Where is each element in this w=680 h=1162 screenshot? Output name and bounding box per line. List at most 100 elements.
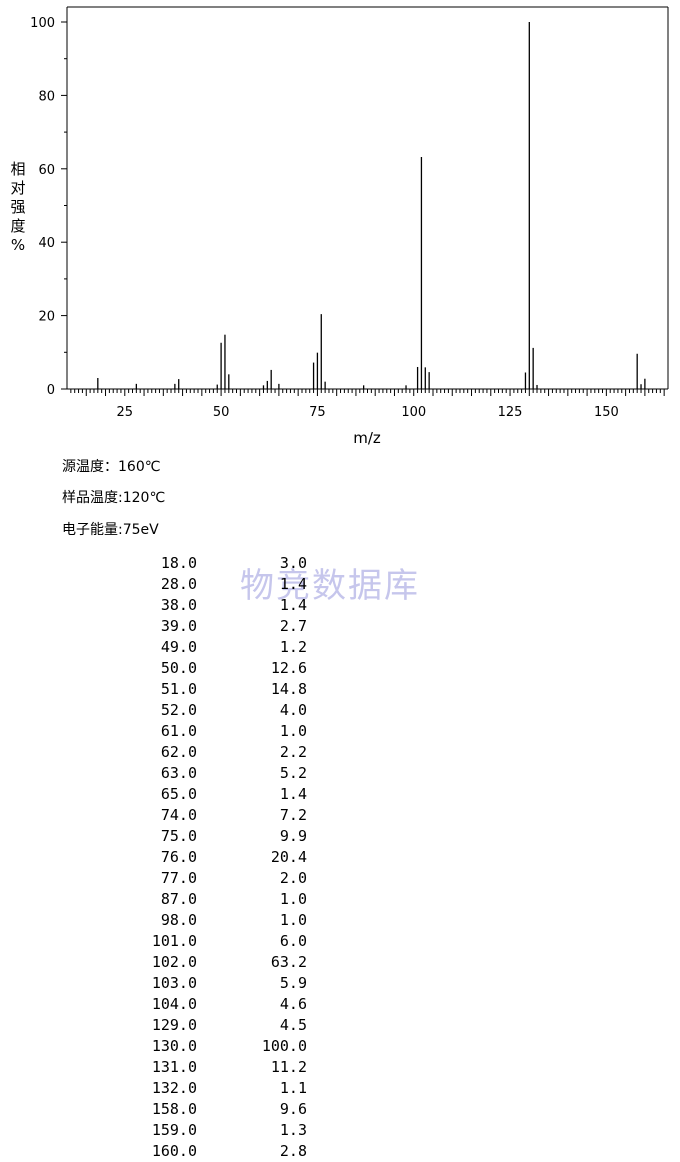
table-row: 39.0 2.7: [100, 616, 307, 637]
table-row: 158.0 9.6: [100, 1099, 307, 1120]
table-row: 75.0 9.9: [100, 826, 307, 847]
abundance-value: 20.4: [270, 848, 307, 866]
table-row: 130.0 100.0: [100, 1036, 307, 1057]
abundance-value: 2.0: [279, 869, 307, 887]
table-row: 160.0 2.8: [100, 1141, 307, 1162]
table-row: 129.0 4.5: [100, 1015, 307, 1036]
y-tick-label: 80: [38, 89, 55, 104]
x-tick-label: 50: [213, 405, 230, 420]
x-tick-label: 150: [594, 405, 619, 420]
table-row: 76.0 20.4: [100, 847, 307, 868]
y-axis-label: 相对强度%: [10, 160, 25, 254]
mz-value: 129.0: [151, 1016, 197, 1034]
table-row: 18.0 3.0: [100, 553, 307, 574]
x-axis: 25 50 75 100 125 150: [70, 389, 665, 420]
abundance-value: 14.8: [270, 680, 307, 698]
table-row: 132.0 1.1: [100, 1078, 307, 1099]
mz-value: 130.0: [151, 1037, 197, 1055]
abundance-value: 11.2: [270, 1058, 307, 1076]
abundance-value: 1.1: [279, 1079, 307, 1097]
mz-value: 63.0: [160, 764, 197, 782]
abundance-value: 12.6: [270, 659, 307, 677]
y-axis-label-char: 度: [10, 217, 25, 235]
mz-value: 158.0: [151, 1100, 197, 1118]
abundance-value: 2.7: [279, 617, 307, 635]
mz-value: 65.0: [160, 785, 197, 803]
table-row: 159.0 1.3: [100, 1120, 307, 1141]
mz-value: 131.0: [151, 1058, 197, 1076]
y-axis-label-char: 相: [10, 160, 25, 178]
table-row: 51.0 14.8: [100, 679, 307, 700]
mz-value: 101.0: [151, 932, 197, 950]
table-row: 74.0 7.2: [100, 805, 307, 826]
abundance-value: 9.9: [279, 827, 307, 845]
abundance-value: 9.6: [279, 1100, 307, 1118]
table-row: 38.0 1.4: [100, 595, 307, 616]
abundance-value: 5.2: [279, 764, 307, 782]
mz-value: 38.0: [160, 596, 197, 614]
mz-value: 160.0: [151, 1142, 197, 1160]
table-row: 102.0 63.2: [100, 952, 307, 973]
abundance-value: 1.0: [279, 722, 307, 740]
x-tick-label: 100: [401, 405, 426, 420]
abundance-value: 1.4: [279, 785, 307, 803]
mz-value: 98.0: [160, 911, 197, 929]
table-row: 98.0 1.0: [100, 910, 307, 931]
x-tick-label: 25: [117, 405, 134, 420]
y-axis-label-char: 强: [10, 198, 25, 216]
mz-value: 75.0: [160, 827, 197, 845]
abundance-value: 1.4: [279, 596, 307, 614]
y-tick-label: 40: [38, 236, 55, 251]
abundance-value: 1.4: [279, 575, 307, 593]
table-row: 104.0 4.6: [100, 994, 307, 1015]
y-axis-label-char: 对: [10, 179, 25, 197]
mz-value: 77.0: [160, 869, 197, 887]
table-row: 28.0 1.4: [100, 574, 307, 595]
mz-value: 87.0: [160, 890, 197, 908]
y-axis: 0 20 40 60 80 100: [30, 16, 67, 398]
table-row: 49.0 1.2: [100, 637, 307, 658]
table-row: 131.0 11.2: [100, 1057, 307, 1078]
abundance-value: 63.2: [270, 953, 307, 971]
mz-value: 104.0: [151, 995, 197, 1013]
y-axis-label-char: %: [11, 236, 25, 254]
abundance-value: 1.2: [279, 638, 307, 656]
abundance-value: 1.0: [279, 911, 307, 929]
peak-list-table: 18.0 3.0 28.0 1.4 38.0 1.4 39.0 2.7 49.0 1.2 50.0 1…: [100, 553, 307, 1162]
mz-value: 18.0: [160, 554, 197, 572]
table-row: 52.0 4.0: [100, 700, 307, 721]
abundance-value: 1.3: [279, 1121, 307, 1139]
mz-value: 62.0: [160, 743, 197, 761]
table-row: 61.0 1.0: [100, 721, 307, 742]
mz-value: 103.0: [151, 974, 197, 992]
mz-value: 50.0: [160, 659, 197, 677]
abundance-value: 4.6: [279, 995, 307, 1013]
abundance-value: 5.9: [279, 974, 307, 992]
table-row: 87.0 1.0: [100, 889, 307, 910]
table-row: 63.0 5.2: [100, 763, 307, 784]
table-row: 77.0 2.0: [100, 868, 307, 889]
mz-value: 76.0: [160, 848, 197, 866]
plot-frame: [66, 6, 669, 390]
source-temperature: 源温度：160℃: [62, 459, 161, 475]
watermark: 物竞数据库: [240, 566, 420, 606]
abundance-value: 4.5: [279, 1016, 307, 1034]
table-row: 50.0 12.6: [100, 658, 307, 679]
abundance-value: 2.2: [279, 743, 307, 761]
mz-value: 51.0: [160, 680, 197, 698]
mz-value: 74.0: [160, 806, 197, 824]
abundance-value: 100.0: [261, 1037, 307, 1055]
x-tick-label: 125: [498, 405, 523, 420]
abundance-value: 6.0: [279, 932, 307, 950]
mz-value: 102.0: [151, 953, 197, 971]
mz-value: 52.0: [160, 701, 197, 719]
y-tick-label: 0: [47, 383, 55, 398]
y-tick-label: 20: [38, 310, 55, 325]
mz-value: 28.0: [160, 575, 197, 593]
mz-value: 49.0: [160, 638, 197, 656]
abundance-value: 1.0: [279, 890, 307, 908]
x-axis-label: m/z: [353, 429, 381, 447]
abundance-value: 4.0: [279, 701, 307, 719]
abundance-value: 7.2: [279, 806, 307, 824]
y-tick-label: 100: [30, 16, 55, 31]
